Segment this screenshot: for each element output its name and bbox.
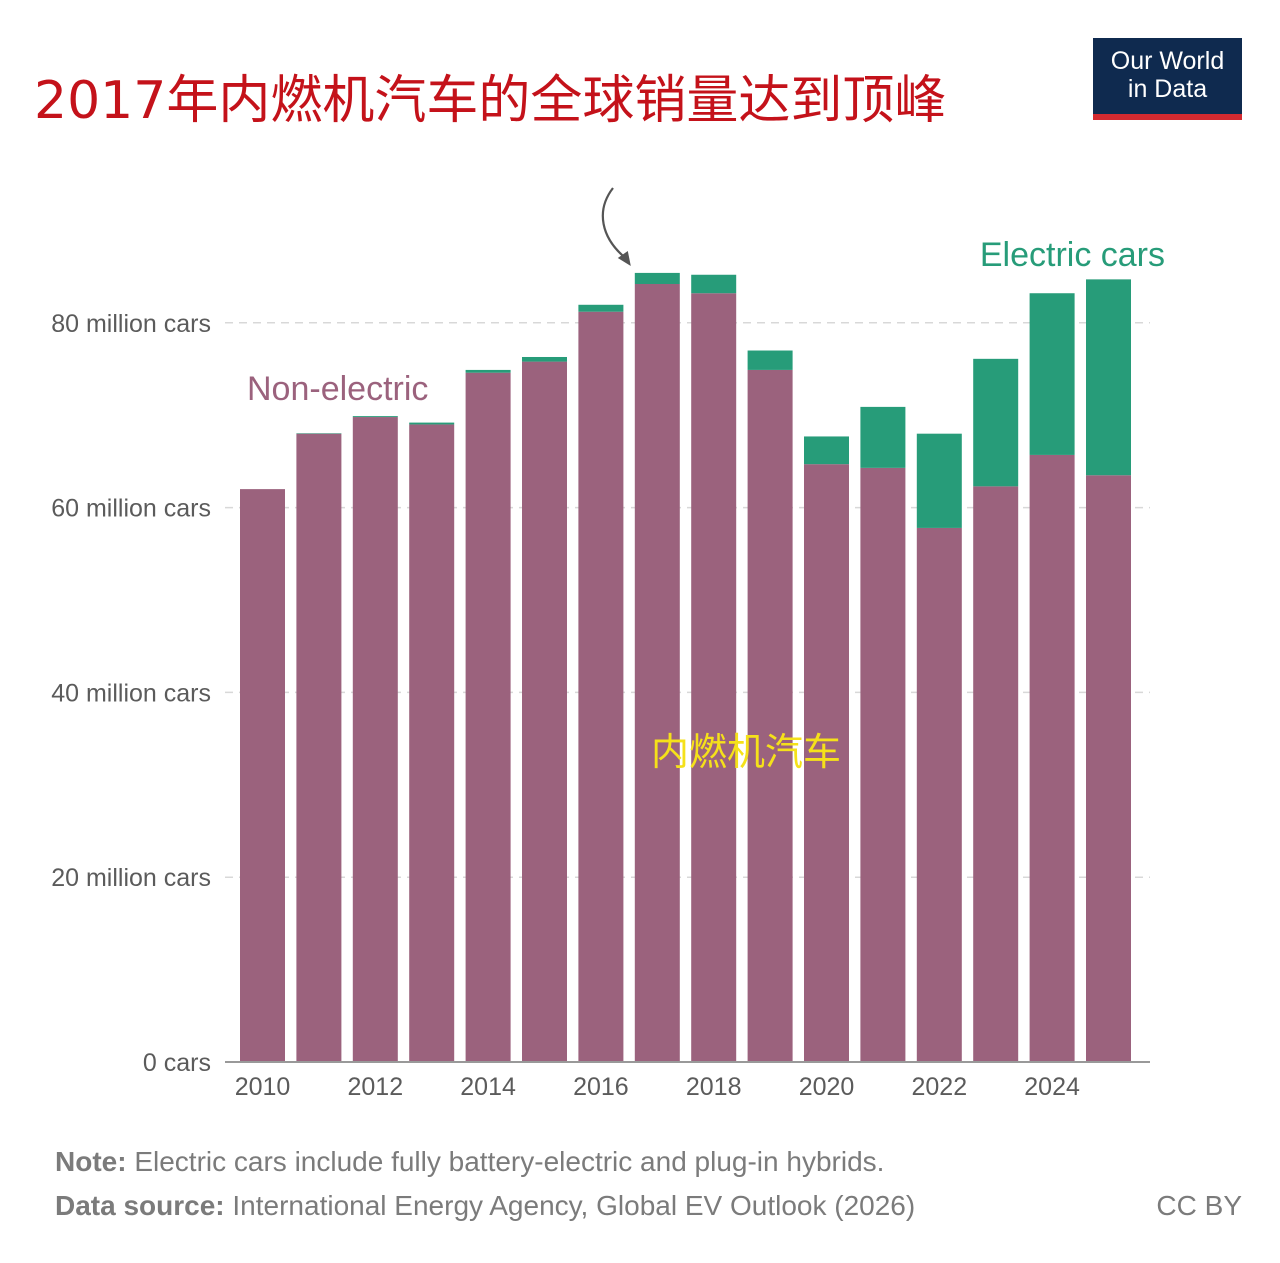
bar-non-electric-2025[interactable] (1086, 475, 1131, 1062)
x-tick-label: 2012 (347, 1073, 403, 1101)
logo-line-1: Our World (1110, 47, 1225, 75)
peak-arrow-head (617, 251, 631, 266)
y-tick-label: 20 million cars (51, 864, 211, 892)
bar-electric-2012[interactable] (352, 416, 398, 418)
bar-non-electric-2020[interactable] (804, 464, 849, 1062)
bars-layer (240, 272, 1131, 1063)
bar-non-electric-2018[interactable] (691, 293, 737, 1062)
x-tick-label: 2024 (1024, 1073, 1080, 1101)
footer-note: Note: Electric cars include fully batter… (55, 1146, 884, 1178)
bar-non-electric-2015[interactable] (522, 361, 567, 1062)
source-label: Data source: (55, 1190, 225, 1221)
bar-electric-2016[interactable] (578, 304, 624, 312)
bar-electric-2020[interactable] (804, 436, 849, 465)
footer-source: Data source: International Energy Agency… (55, 1190, 915, 1222)
electric-cars-label: Electric cars (980, 236, 1165, 274)
bar-non-electric-2016[interactable] (578, 311, 624, 1062)
note-text: Electric cars include fully battery-elec… (126, 1146, 885, 1177)
non-electric-label: Non-electric (247, 370, 428, 408)
bar-non-electric-2021[interactable] (860, 467, 906, 1062)
bar-non-electric-2014[interactable] (465, 372, 511, 1062)
y-tick-label: 80 million cars (51, 310, 211, 338)
owid-logo: Our World in Data (1093, 38, 1242, 120)
bar-electric-2022[interactable] (916, 433, 962, 528)
bar-non-electric-2019[interactable] (747, 369, 793, 1062)
source-text: International Energy Agency, Global EV O… (224, 1190, 916, 1221)
x-tick-label: 2016 (573, 1073, 629, 1101)
license-link[interactable]: CC BY (1156, 1190, 1242, 1221)
peak-arrow (601, 187, 629, 261)
bar-non-electric-2013[interactable] (409, 424, 455, 1062)
y-tick-label: 60 million cars (51, 495, 211, 523)
bar-electric-2021[interactable] (860, 406, 906, 468)
bar-electric-2023[interactable] (973, 358, 1019, 487)
bar-non-electric-2017[interactable] (634, 283, 680, 1062)
x-tick-label: 2022 (911, 1073, 967, 1101)
x-tick-label: 2010 (235, 1073, 291, 1101)
bar-non-electric-2022[interactable] (916, 527, 962, 1062)
x-tick-label: 2014 (460, 1073, 516, 1101)
bar-electric-2025[interactable] (1086, 279, 1131, 476)
x-tick-label: 2018 (686, 1073, 742, 1101)
bar-electric-2024[interactable] (1029, 293, 1075, 455)
label-layer: Non-electric Electric cars 内燃机汽车 (247, 187, 1165, 774)
bar-non-electric-2012[interactable] (352, 417, 398, 1063)
bar-electric-2017[interactable] (634, 272, 680, 284)
axis-layer: 0 cars 20 million cars 40 million cars 60 m… (51, 310, 1150, 1101)
note-label: Note: (55, 1146, 127, 1177)
bar-non-electric-2023[interactable] (973, 486, 1019, 1062)
ice-vehicle-annotation: 内燃机汽车 (651, 730, 841, 774)
bar-electric-2019[interactable] (747, 350, 793, 370)
stacked-bar-chart: 0 cars 20 million cars 40 million cars 60 m… (51, 187, 1165, 1101)
logo-accent-bar (1093, 114, 1242, 120)
bar-non-electric-2024[interactable] (1029, 454, 1075, 1062)
bar-electric-2018[interactable] (691, 274, 737, 294)
bar-non-electric-2011[interactable] (296, 433, 342, 1062)
bar-electric-2013[interactable] (409, 422, 455, 425)
x-tick-label: 2020 (799, 1073, 855, 1101)
y-tick-label: 0 cars (143, 1049, 211, 1077)
y-tick-label: 40 million cars (51, 679, 211, 707)
logo-line-2: in Data (1127, 75, 1208, 103)
bar-non-electric-2010[interactable] (240, 489, 285, 1062)
bar-electric-2014[interactable] (465, 369, 511, 373)
bar-electric-2015[interactable] (522, 356, 567, 362)
chart-title: 2017年内燃机汽车的全球销量达到顶峰 (34, 71, 947, 131)
